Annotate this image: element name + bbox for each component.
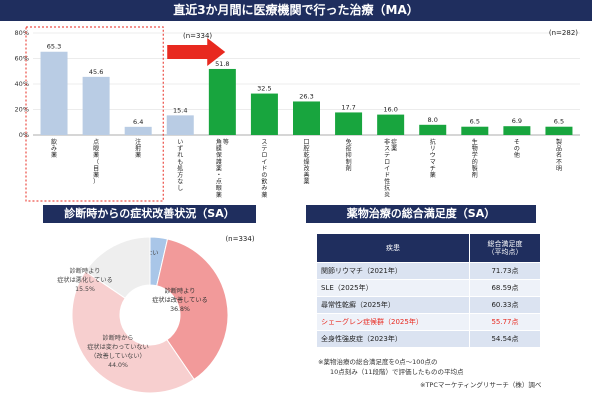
x-category-label: 口腔乾燥改善薬	[303, 139, 309, 186]
pie-chart: わからない3.6%診断時より症状は改善している36.8%診断時から症状は変わって…	[57, 235, 255, 394]
source-note: ※TPCマーケティングリサーチ（株）調べ	[420, 381, 542, 389]
disease-cell: 尋常性乾癬（2025年）	[316, 296, 470, 314]
x-category-label: いずれも処方なし	[177, 139, 183, 192]
disease-cell: 関節リウマチ（2021年）	[316, 262, 470, 280]
x-category-label: 抗リウマチ薬	[430, 138, 436, 179]
n-label-left: (n=334)	[183, 32, 212, 40]
bar	[545, 126, 573, 135]
n-label-right: (n=282)	[549, 29, 578, 37]
x-category-label: 製品名不明	[556, 138, 562, 172]
donut-slice	[71, 270, 195, 394]
red-arrow-icon	[167, 38, 226, 66]
bar	[377, 114, 405, 135]
bar	[124, 126, 152, 135]
score-cell: 71.73点	[469, 262, 541, 280]
bar	[250, 93, 278, 135]
table-header-score: 総合満足度 （平均点）	[469, 233, 541, 263]
table-header-disease: 疾患	[316, 233, 470, 263]
x-category-label: その他	[514, 139, 520, 159]
score-cell: 55.77点	[469, 313, 541, 331]
n-label-pie: (n=334)	[225, 235, 254, 243]
x-category-label: ステロイドの飲み薬	[261, 139, 267, 199]
bar-value-label: 15.4	[173, 106, 187, 114]
table-note-line1: ※薬物治療の総合満足度を0点～100点の	[318, 358, 438, 366]
x-category-label: 注射薬	[135, 138, 141, 159]
bar-value-label: 8.0	[428, 116, 438, 124]
x-category-label: 生物学的製剤	[472, 138, 478, 179]
bar	[461, 126, 489, 135]
table-row: 尋常性乾癬（2025年） 60.33点	[316, 296, 541, 314]
table-row: 関節リウマチ（2021年） 71.73点	[316, 262, 541, 280]
satisfaction-table-title-banner: 薬物治療の総合満足度（SA）	[306, 205, 536, 223]
bar-value-label: 6.9	[512, 117, 522, 125]
x-category-label: 免疫抑制剤	[346, 138, 352, 172]
x-category-label: 角膜保護薬・点眼薬等	[216, 138, 229, 199]
bar-value-label: 26.3	[299, 92, 313, 100]
bar-value-label: 45.6	[89, 68, 103, 76]
bar	[419, 124, 447, 135]
bar-value-label: 65.3	[47, 43, 61, 51]
bar	[208, 68, 236, 135]
y-tick-label: 60%	[15, 55, 29, 63]
bar-value-label: 16.0	[383, 106, 397, 114]
highlight-box	[25, 26, 164, 202]
y-tick-label: 40%	[15, 80, 29, 88]
score-cell: 68.59点	[469, 279, 541, 297]
bar	[503, 126, 531, 135]
bar-value-label: 51.8	[215, 60, 229, 68]
slice-label: 診断時から症状は変わっていない（改善していない） 44.0%	[87, 334, 149, 369]
x-category-label: 飲み薬	[51, 138, 57, 159]
bar	[166, 115, 194, 135]
slice-label: 診断時より症状は改善している 36.8%	[152, 287, 208, 313]
table-row: シェーグレン症候群（2025年） 55.77点	[316, 313, 541, 331]
bar	[335, 112, 363, 135]
x-category-label: 点眼薬（目薬）	[93, 138, 99, 186]
bar-chart-title-banner: 直近3か月間に医療機関で行った治療（MA）	[0, 0, 592, 21]
donut-slice	[156, 238, 229, 381]
y-tick-label: 0%	[19, 131, 29, 139]
bar-value-label: 6.4	[133, 118, 143, 126]
table-row: 全身性強皮症（2023年） 54.54点	[316, 330, 541, 348]
bar	[82, 76, 110, 135]
slice-label: 診断時より症状は悪化している 15.5%	[57, 267, 113, 293]
bar-value-label: 17.7	[341, 103, 355, 111]
x-category-label: 非ステロイド性抗炎症薬	[384, 138, 397, 199]
table-row: SLE（2025年） 68.59点	[316, 279, 541, 297]
bar-value-label: 6.5	[470, 118, 480, 126]
bar	[293, 101, 320, 135]
donut-slice	[84, 236, 151, 299]
bar-value-label: 32.5	[257, 85, 271, 93]
disease-cell: シェーグレン症候群（2025年）	[316, 313, 470, 331]
satisfaction-table: 疾患 総合満足度 （平均点） 関節リウマチ（2021年） 71.73点 SLE（202…	[316, 233, 541, 348]
y-tick-label: 80%	[15, 29, 29, 37]
disease-cell: 全身性強皮症（2023年）	[316, 330, 470, 348]
pie-chart-title-banner: 診断時からの症状改善状況（SA）	[43, 205, 256, 223]
y-tick-label: 20%	[15, 106, 29, 114]
score-cell: 60.33点	[469, 296, 541, 314]
disease-cell: SLE（2025年）	[316, 279, 470, 297]
score-cell: 54.54点	[469, 330, 541, 348]
bar-value-label: 6.5	[554, 118, 564, 126]
table-note-line2: 10点刻み（11段階）で評価したものの平均点	[330, 368, 464, 376]
bar-chart: 0% 20% 40% 60% 80% 65.3 飲み薬 45.6 点眼薬（目薬） 6.4 注射薬 15…	[15, 26, 580, 202]
bar	[40, 51, 68, 135]
